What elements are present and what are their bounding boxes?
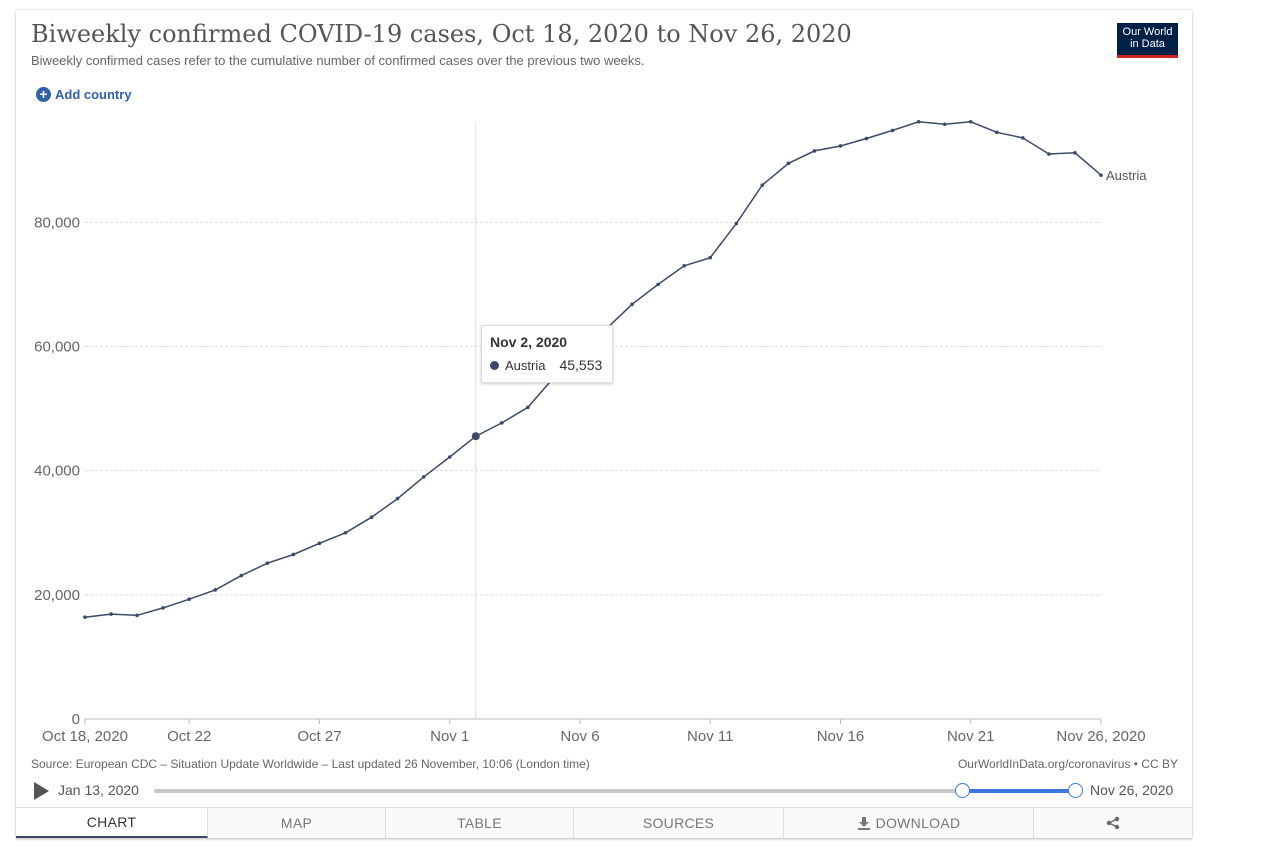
- data-point: [942, 122, 947, 127]
- data-point: [708, 255, 713, 260]
- logo-accent-bar: [1117, 55, 1178, 58]
- tooltip-value: 45,553: [559, 357, 603, 373]
- data-point: [864, 136, 869, 141]
- data-point: [760, 183, 765, 187]
- x-tick-label: Nov 21: [947, 728, 995, 745]
- line-chart[interactable]: 0 20,000 40,000 60,000 80,000 Oct 18, 2020 Oct…: [16, 10, 1192, 770]
- data-point: [213, 588, 218, 592]
- data-point: [1073, 151, 1077, 155]
- tab-download-label: DOWNLOAD: [875, 815, 961, 831]
- y-tick-label: 40,000: [34, 463, 80, 480]
- y-tick-label: 0: [72, 711, 80, 728]
- timeline-end-handle[interactable]: [1068, 783, 1083, 798]
- credit-link[interactable]: OurWorldInData.org/coronavirus • CC BY: [957, 757, 1178, 771]
- tooltip-series-name: Austria: [505, 357, 546, 373]
- x-tick-label: Nov 26, 2020: [1056, 728, 1145, 745]
- data-point: [447, 455, 452, 459]
- data-point: [630, 302, 634, 307]
- data-point: [994, 130, 999, 135]
- data-point: [526, 405, 530, 410]
- tab-sources[interactable]: SOURCES: [574, 808, 784, 838]
- chart-tooltip: Nov 2, 2020 Austria 45,553: [481, 325, 613, 383]
- data-point: [421, 475, 426, 479]
- data-point: [265, 561, 270, 565]
- tooltip-series-dot: [490, 360, 499, 370]
- chart-frame: Biweekly confirmed COVID-19 cases, Oct 1…: [16, 10, 1192, 838]
- source-note: Source: European CDC – Situation Update …: [31, 757, 590, 771]
- x-tick-label: Nov 6: [560, 728, 599, 745]
- tab-download[interactable]: DOWNLOAD: [784, 808, 1034, 838]
- timeline-track[interactable]: [154, 789, 1075, 793]
- plus-circle-icon: +: [36, 87, 51, 102]
- data-point: [890, 128, 895, 133]
- x-tick-label: Oct 22: [167, 728, 211, 745]
- data-point: [1047, 152, 1051, 156]
- tab-chart-label: CHART: [86, 814, 137, 830]
- data-point: [343, 530, 348, 535]
- data-point: [83, 615, 87, 619]
- series-end-label: Austria: [1106, 168, 1147, 183]
- tab-table[interactable]: TABLE: [386, 808, 574, 838]
- tab-map[interactable]: MAP: [208, 808, 386, 838]
- timeline-end-label: Nov 26, 2020: [1090, 782, 1174, 798]
- data-point: [500, 421, 504, 425]
- data-point: [682, 263, 686, 268]
- logo-line-1: Our World: [1122, 26, 1173, 38]
- chart-title: Biweekly confirmed COVID-19 cases, Oct 1…: [31, 20, 852, 48]
- data-point: [317, 541, 322, 546]
- tab-bar: CHART MAP TABLE SOURCES DOWNLOAD: [16, 807, 1192, 838]
- data-point: [734, 221, 739, 226]
- data-point: [109, 612, 113, 616]
- data-point: [161, 606, 165, 610]
- data-point: [838, 144, 843, 148]
- x-tick-label: Nov 16: [817, 728, 865, 745]
- timeline-selected-range: [961, 789, 1075, 793]
- data-point: [812, 149, 817, 153]
- data-point: [968, 119, 973, 124]
- tab-chart[interactable]: CHART: [16, 808, 208, 838]
- add-country-label: Add country: [55, 87, 132, 102]
- tab-table-label: TABLE: [457, 815, 502, 831]
- x-tick-label: Oct 18, 2020: [42, 728, 128, 745]
- data-point: [916, 119, 921, 124]
- data-point: [786, 161, 791, 166]
- data-point: [656, 282, 660, 287]
- tab-map-label: MAP: [280, 815, 313, 831]
- data-point: [395, 496, 400, 501]
- data-point: [135, 613, 139, 618]
- y-tick-label: 80,000: [34, 214, 80, 231]
- data-point: [1099, 173, 1103, 177]
- add-country-button[interactable]: + Add country: [36, 87, 132, 102]
- highlight-point: [471, 432, 480, 441]
- download-icon: [857, 817, 870, 830]
- chart-subtitle: Biweekly confirmed cases refer to the cu…: [31, 53, 645, 68]
- share-icon: [1106, 816, 1120, 830]
- data-point: [1021, 136, 1025, 140]
- x-tick-label: Nov 11: [687, 728, 733, 745]
- data-point: [291, 552, 296, 557]
- tab-share[interactable]: [1034, 808, 1192, 838]
- tooltip-date: Nov 2, 2020: [490, 334, 568, 350]
- owid-logo[interactable]: Our World in Data: [1117, 23, 1178, 58]
- data-point: [187, 597, 192, 601]
- x-tick-label: Oct 27: [297, 728, 341, 745]
- y-tick-label: 60,000: [34, 339, 80, 356]
- data-point: [369, 515, 374, 520]
- x-tick-label: Nov 1: [430, 728, 469, 745]
- timeline-start-label: Jan 13, 2020: [58, 782, 139, 798]
- data-point: [239, 573, 244, 578]
- y-tick-label: 20,000: [34, 587, 80, 604]
- tooltip-row: Austria 45,553: [490, 357, 604, 373]
- logo-line-2: in Data: [1130, 38, 1165, 50]
- play-icon[interactable]: [34, 782, 49, 800]
- tab-sources-label: SOURCES: [642, 815, 715, 831]
- timeline-start-handle[interactable]: [954, 783, 970, 798]
